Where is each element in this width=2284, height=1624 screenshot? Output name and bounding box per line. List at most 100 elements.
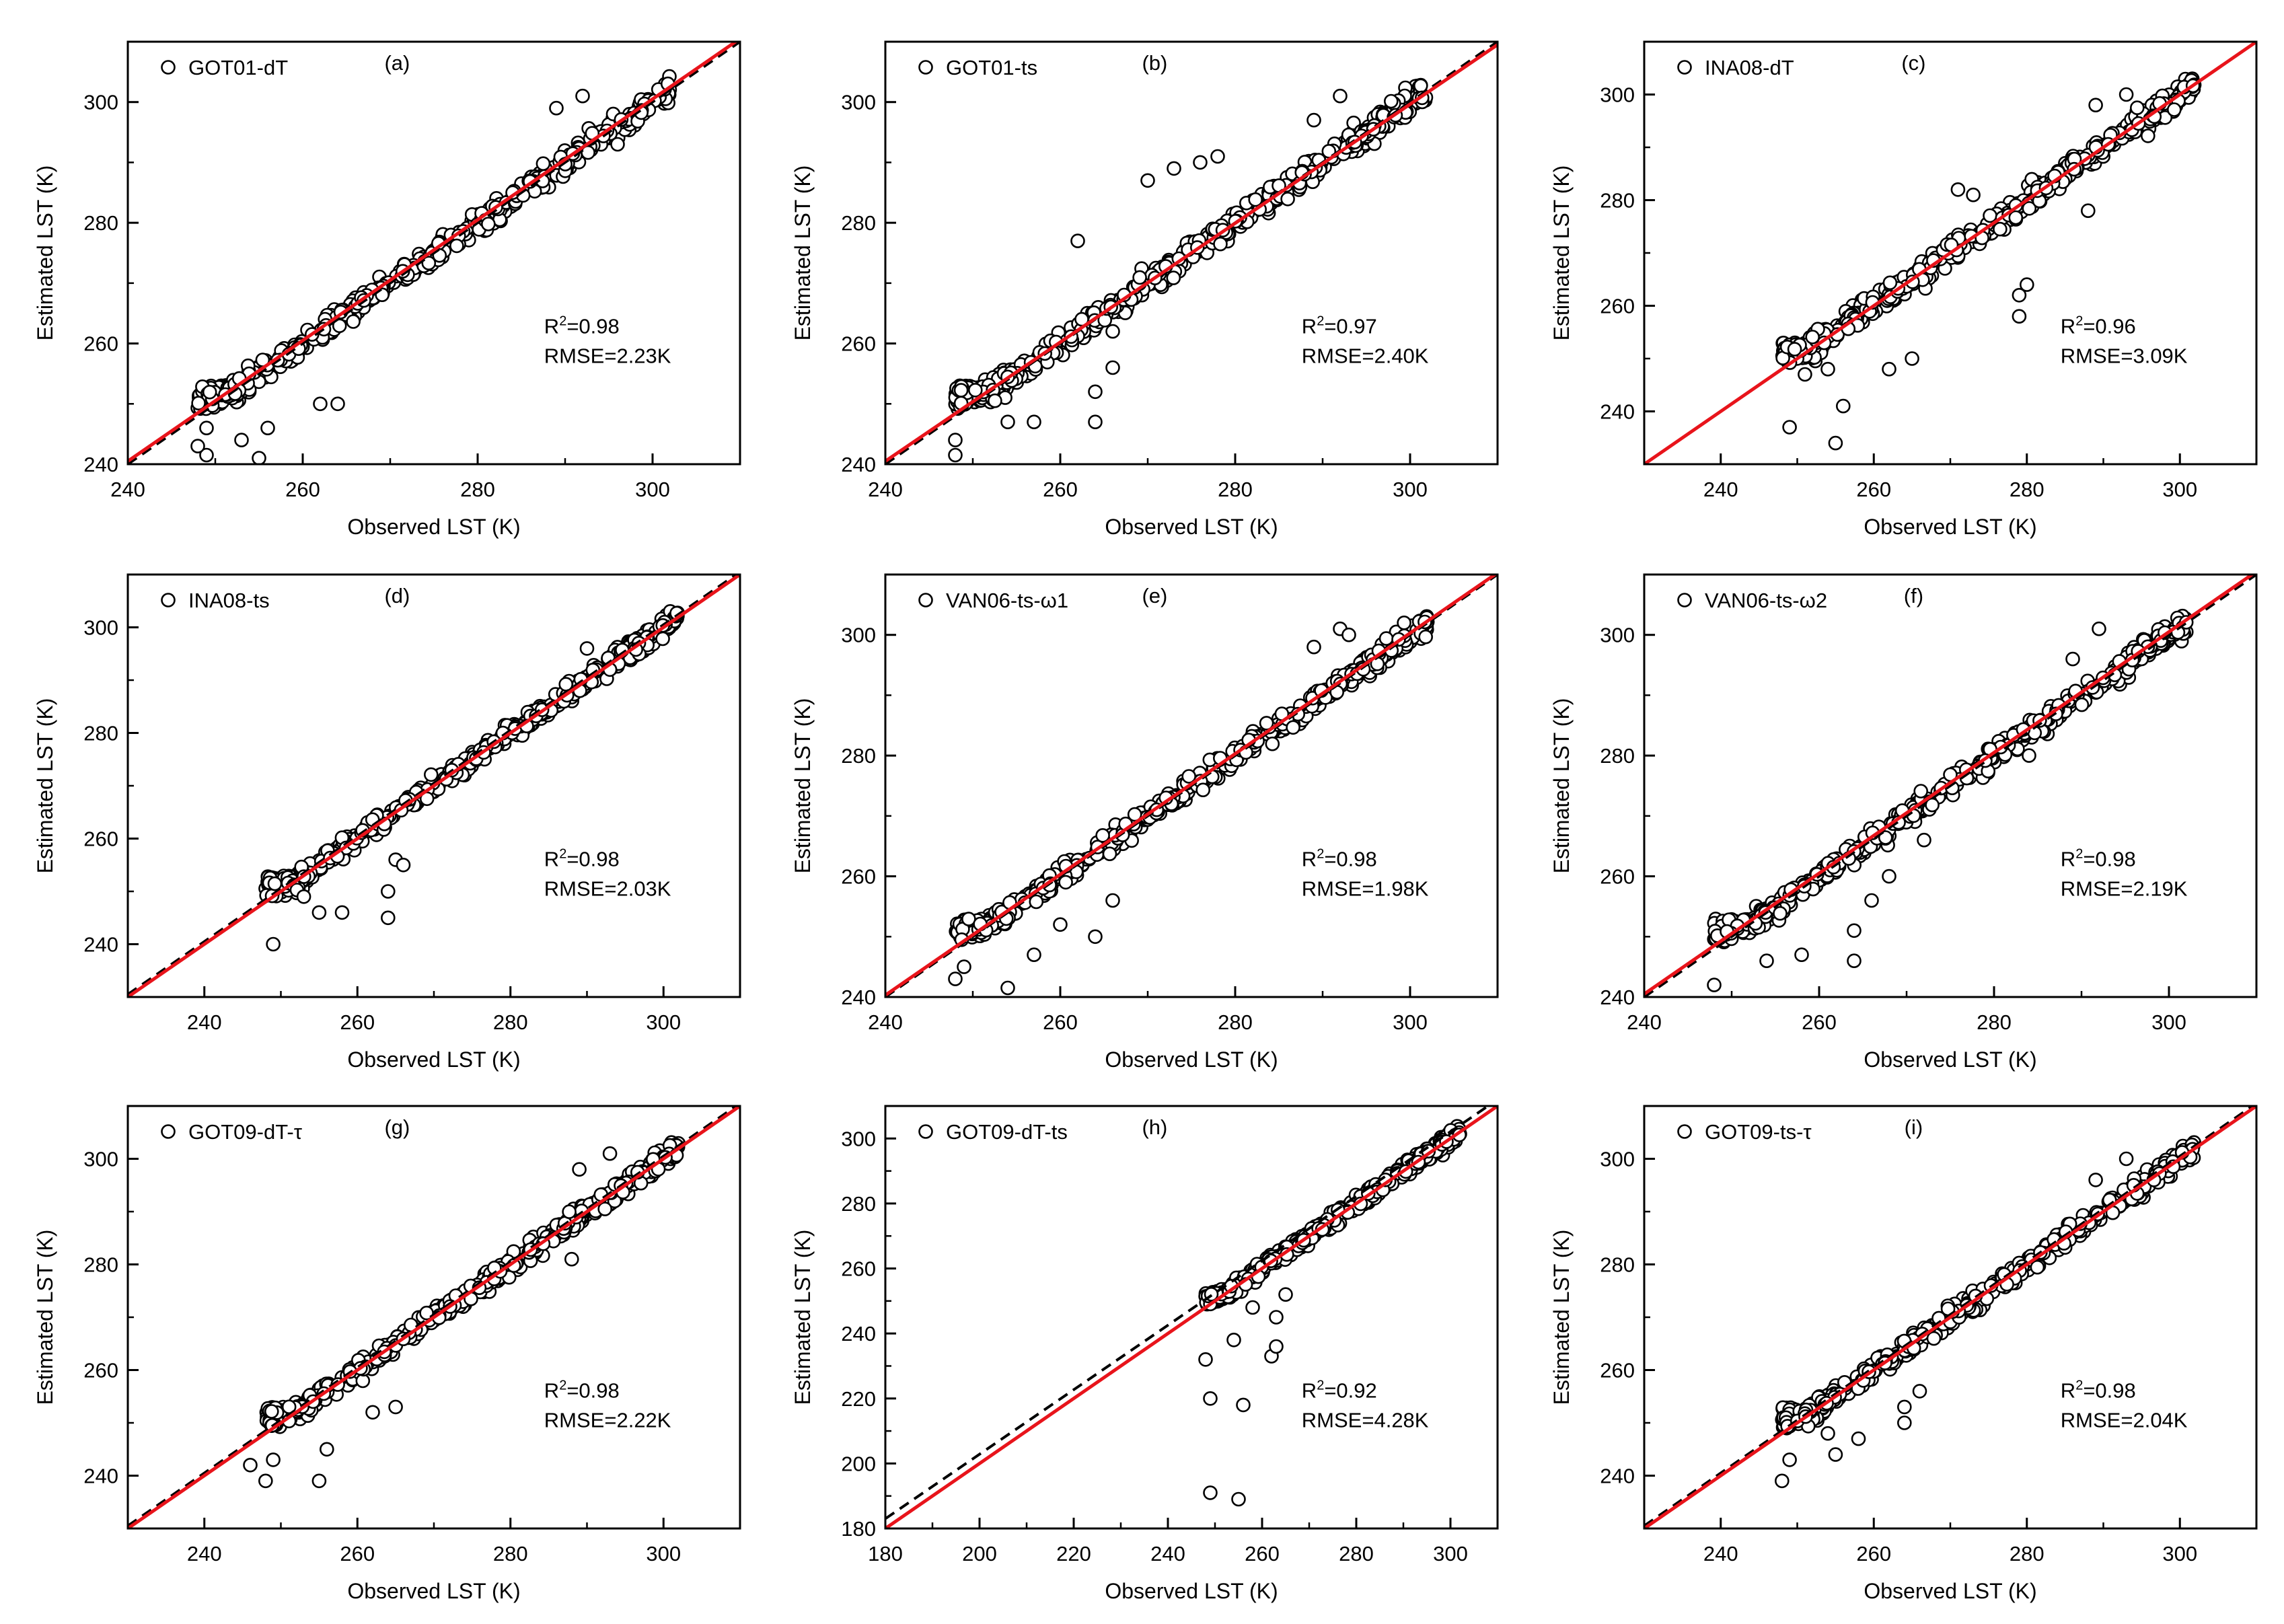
y-axis-label: Estimated LST (K) <box>790 165 815 341</box>
scatter-point <box>1027 414 1041 430</box>
y-tick-label: 260 <box>83 1359 118 1382</box>
scatter-point <box>1027 947 1041 962</box>
plot-frame <box>884 40 1499 466</box>
scatter-point <box>346 314 361 329</box>
x-tick-label: 280 <box>1218 478 1253 501</box>
y-tick-label: 260 <box>1600 865 1635 889</box>
x-tick-label: 260 <box>285 478 320 501</box>
scatter-point <box>332 318 347 334</box>
scatter-point <box>330 396 345 412</box>
x-tick-label: 260 <box>1856 478 1891 501</box>
legend-label: GOT01-dT <box>188 56 288 79</box>
scatter-point <box>953 383 969 398</box>
rmse-label: RMSE=2.03K <box>544 877 671 900</box>
legend-label: INA08-dT <box>1705 56 1794 79</box>
x-tick-label: 260 <box>1043 478 1078 501</box>
y-axis-label: Estimated LST (K) <box>790 698 815 874</box>
x-tick-label: 200 <box>962 1542 997 1565</box>
scatter-point <box>1882 275 1898 291</box>
y-tick-label: 240 <box>83 1465 118 1488</box>
scatter-point <box>480 217 496 231</box>
scatter-point <box>1105 893 1120 908</box>
legend-marker <box>161 60 176 75</box>
r-squared-exponent: 2 <box>1317 846 1324 861</box>
r-symbol: R <box>2061 847 2075 871</box>
r-squared-exponent: 2 <box>559 313 566 328</box>
scatter-point <box>1847 923 1862 938</box>
plot-frame <box>884 573 1499 998</box>
scatter-point <box>1105 324 1120 339</box>
y-axis-label: Estimated LST (K) <box>790 1230 815 1405</box>
chart-panel-h: 180 200 220 240 260 280 3001802002202402602803… <box>790 1105 1499 1603</box>
r-squared-exponent: 2 <box>2075 846 2083 861</box>
scatter-point <box>602 1146 618 1161</box>
scatter-point <box>1088 414 1103 430</box>
legend-label: GOT01-ts <box>946 56 1037 79</box>
fit-line <box>128 42 739 463</box>
x-tick-label: 180 <box>868 1542 903 1565</box>
scatter-point <box>1195 782 1210 797</box>
one-to-one-line <box>885 1106 1491 1520</box>
scatter-point <box>1000 980 1015 996</box>
y-tick-label: 280 <box>841 211 876 235</box>
rmse-label: RMSE=1.98K <box>1302 877 1429 900</box>
scatter-point <box>1341 627 1356 642</box>
scatter-point <box>296 889 311 904</box>
y-tick-label: 300 <box>1600 83 1635 107</box>
y-tick-label: 240 <box>1600 400 1635 424</box>
r-symbol: R <box>544 314 559 338</box>
scatter-point <box>199 447 214 463</box>
x-axis-label: Observed LST (K) <box>1105 1047 1278 1072</box>
scatter-point <box>2119 87 2134 102</box>
plot-frame <box>884 1105 1499 1530</box>
scatter-point <box>1231 1491 1246 1507</box>
scatter-point <box>2012 309 2027 324</box>
r-squared-label: R2=0.98 <box>544 1378 620 1402</box>
scatter-point <box>1950 182 1966 197</box>
legend-label: GOT09-dT-ts <box>946 1120 1068 1144</box>
scatter-point <box>1166 270 1181 285</box>
scatter-point <box>597 1202 613 1216</box>
fit-line <box>885 43 1498 463</box>
r-symbol: R <box>1302 314 1317 338</box>
scatter-point <box>1913 784 1928 799</box>
scatter-point <box>334 905 350 920</box>
x-axis-label: Observed LST (K) <box>1105 1579 1278 1603</box>
y-tick-label: 300 <box>1600 624 1635 647</box>
x-tick-label: 280 <box>493 1010 528 1034</box>
scatter-point <box>234 433 249 447</box>
y-tick-label: 280 <box>83 211 118 235</box>
fit-line <box>1644 42 2256 464</box>
r-squared-value: =0.98 <box>566 1378 619 1402</box>
x-tick-label: 240 <box>868 1010 903 1034</box>
y-tick-label: 300 <box>83 616 118 640</box>
scatter-point <box>190 439 205 453</box>
rmse-label: RMSE=2.40K <box>1302 344 1429 367</box>
legend-label: VAN06-ts-ω1 <box>946 589 1068 612</box>
plot-frame <box>1643 573 2258 998</box>
plot-area <box>885 42 1498 464</box>
r-squared-exponent: 2 <box>559 1378 566 1393</box>
scatter-point <box>1798 367 1812 382</box>
scatter-point <box>1226 1333 1241 1348</box>
scatter-point <box>564 1251 579 1267</box>
scatter-point <box>2092 621 2106 636</box>
scatter-point <box>1993 221 2007 237</box>
y-tick-label: 220 <box>841 1387 876 1411</box>
panel-label: (g) <box>384 1115 410 1139</box>
scatter-point <box>968 383 983 398</box>
r-squared-exponent: 2 <box>1317 1378 1324 1393</box>
x-tick-label: 300 <box>646 1542 681 1565</box>
scatter-point <box>2008 210 2024 225</box>
scatter-point <box>536 156 551 171</box>
scatter-point <box>2065 651 2080 667</box>
legend-marker <box>1677 593 1692 607</box>
scatter-point <box>202 384 217 400</box>
scatter-point <box>2022 200 2037 216</box>
scatter-point <box>1878 830 1893 845</box>
x-tick-label: 260 <box>1043 1010 1078 1034</box>
scatter-points <box>190 69 677 464</box>
rmse-label: RMSE=2.23K <box>544 344 671 367</box>
scatter-point <box>1966 187 1981 202</box>
